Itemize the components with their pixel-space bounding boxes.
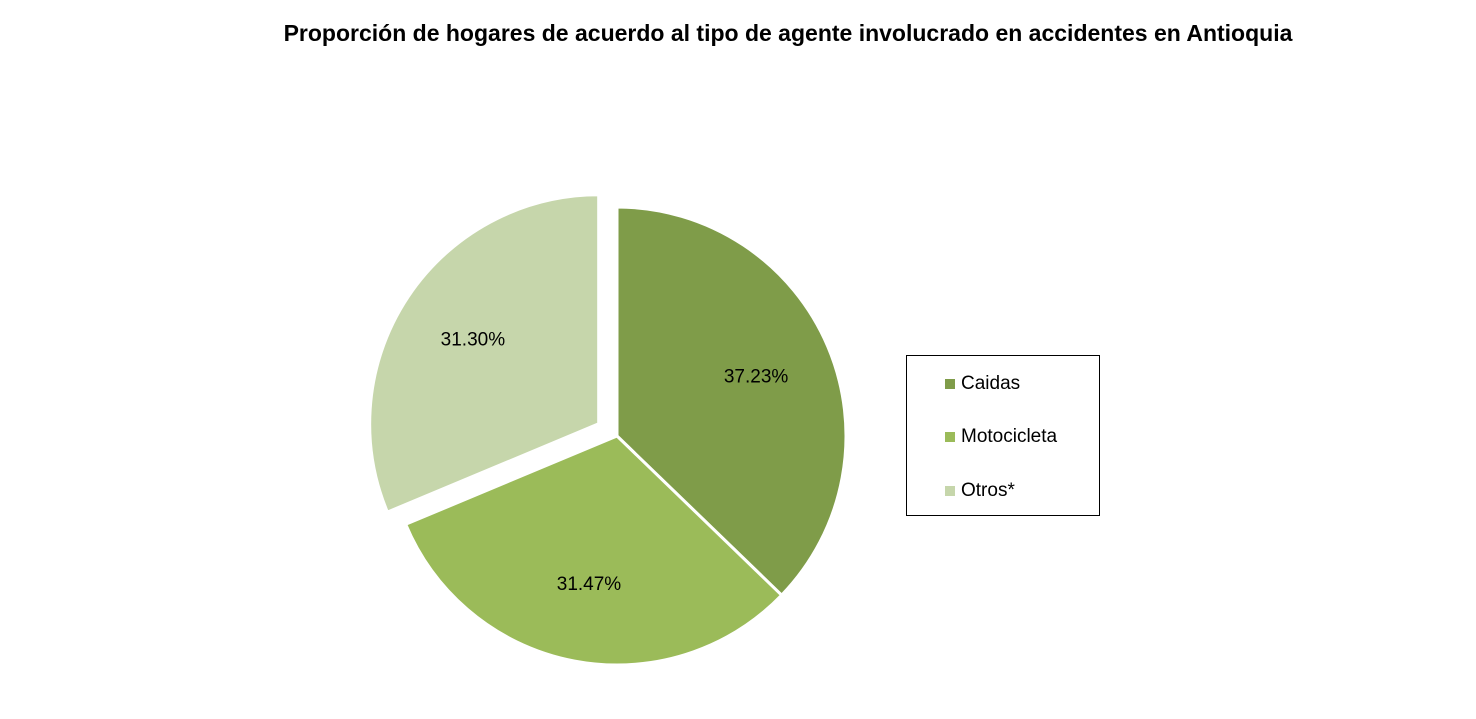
legend-item-motocicleta: Motocicleta xyxy=(945,425,1057,449)
pie-data-labels: 37.23% 31.47% 31.30% xyxy=(441,330,789,596)
legend: Caidas Motocicleta Otros* xyxy=(906,355,1100,516)
pie-slice-caidas xyxy=(615,205,848,597)
legend-swatch-caidas xyxy=(945,379,955,389)
pie-slices xyxy=(368,193,848,667)
legend-swatch-otros xyxy=(945,486,955,496)
legend-label-motocicleta: Motocicleta xyxy=(961,426,1058,447)
chart-title: Proporción de hogares de acuerdo al tipo… xyxy=(283,20,1293,46)
data-label-otros: 31.30% xyxy=(441,330,506,351)
legend-item-caidas: Caidas xyxy=(945,372,1020,396)
pie-slice-otros xyxy=(368,193,601,514)
legend-label-otros: Otros* xyxy=(961,480,1015,501)
pie-slice-motocicleta xyxy=(404,434,784,667)
data-label-motocicleta: 31.47% xyxy=(557,574,622,595)
legend-label-caidas: Caidas xyxy=(961,373,1021,394)
legend-item-otros: Otros* xyxy=(945,479,1015,503)
legend-swatch-motocicleta xyxy=(945,432,955,442)
data-label-caidas: 37.23% xyxy=(724,367,789,388)
